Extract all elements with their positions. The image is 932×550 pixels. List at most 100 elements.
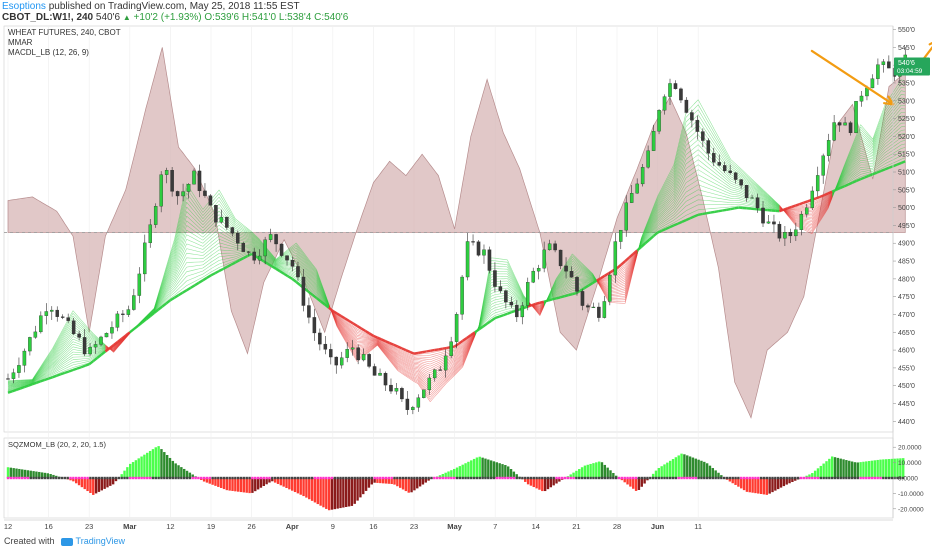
ribbon-segment	[799, 205, 804, 208]
ribbon-segment	[89, 354, 94, 357]
ribbon-segment	[227, 231, 232, 235]
ribbon-segment	[624, 265, 630, 273]
ribbon-segment	[495, 306, 500, 308]
ribbon-segment	[401, 352, 407, 355]
ribbon-segment	[815, 211, 821, 217]
ribbon-segment	[600, 278, 605, 281]
ribbon-segment	[848, 164, 853, 171]
ribbon-segment	[901, 136, 906, 138]
ribbon-segment	[657, 210, 662, 216]
ribbon-segment	[312, 282, 317, 288]
ribbon-segment	[844, 167, 849, 175]
ribbon-segment	[815, 204, 821, 208]
ribbon-segment	[864, 141, 869, 146]
ribbon-segment	[202, 258, 208, 263]
ribbon-segment	[620, 279, 626, 282]
ribbon-segment	[40, 365, 45, 371]
ribbon-segment	[287, 251, 293, 255]
publish-line: Esoptions published on TradingView.com, …	[2, 1, 300, 12]
ribbon-segment	[271, 263, 277, 268]
ribbon-segment	[12, 382, 17, 385]
ribbon-segment	[742, 175, 748, 180]
ribbon-segment	[507, 287, 512, 292]
ribbon-segment	[336, 324, 342, 331]
ribbon-segment	[564, 291, 569, 294]
ribbon-segment	[669, 175, 675, 183]
ribbon-segment	[580, 285, 585, 289]
symbol-label[interactable]: CBOT_DL:W1!, 240	[2, 12, 94, 23]
ribbon-segment	[206, 265, 212, 269]
ribbon-segment	[292, 271, 297, 274]
ribbon-segment	[284, 266, 289, 268]
ribbon-segment	[698, 149, 703, 154]
symbol-line: CBOT_DL:W1!, 240 540'6 ▲ +10'2 (+1.93%) …	[2, 12, 348, 23]
ribbon-segment	[856, 160, 861, 166]
ribbon-segment	[308, 288, 313, 293]
ribbon-segment	[352, 339, 358, 345]
ribbon-segment	[194, 254, 199, 256]
ribbon-segment	[693, 159, 699, 163]
ribbon-segment	[166, 289, 171, 296]
ribbon-segment	[559, 270, 565, 276]
ribbon-segment	[892, 116, 898, 122]
ribbon-segment	[373, 343, 378, 347]
ribbon-segment	[665, 189, 671, 196]
ribbon-segment	[811, 210, 817, 215]
ribbon-segment	[64, 327, 70, 335]
ribbon-segment	[352, 328, 358, 333]
ribbon-segment	[677, 193, 683, 201]
ribbon-segment	[665, 210, 670, 215]
ribbon-segment	[421, 371, 427, 375]
ribbon-segment	[876, 125, 882, 136]
ribbon-segment	[535, 308, 541, 313]
ribbon-segment	[393, 347, 398, 350]
ribbon-segment	[564, 285, 569, 289]
ribbon-segment	[16, 383, 21, 386]
ribbon-segment	[239, 256, 244, 259]
author-link[interactable]: Esoptions	[2, 1, 46, 12]
ribbon-segment	[251, 237, 256, 242]
ribbon-segment	[20, 385, 25, 387]
ribbon-segment	[681, 145, 687, 159]
ribbon-segment	[482, 316, 488, 323]
ribbon-segment	[255, 241, 260, 246]
ribbon-segment	[430, 360, 435, 363]
ribbon-segment	[507, 308, 512, 310]
chart-canvas[interactable]: 550'0545'0540'0535'0530'0525'0520'0515'0…	[0, 24, 932, 534]
ribbon-segment	[612, 286, 618, 288]
ribbon-segment	[677, 173, 683, 185]
ribbon-segment	[231, 254, 236, 256]
ribbon-segment	[714, 168, 719, 173]
ribbon-segment	[381, 341, 386, 346]
ribbon-segment	[754, 181, 760, 187]
ribbon-segment	[876, 139, 882, 148]
ribbon-segment	[665, 215, 670, 219]
ribbon-segment	[72, 343, 78, 346]
ribbon-segment	[361, 349, 366, 353]
ribbon-segment	[499, 310, 504, 312]
ribbon-segment	[312, 277, 317, 283]
ribbon-segment	[68, 333, 74, 340]
ribbon-segment	[80, 321, 86, 327]
ribbon-segment	[40, 373, 45, 377]
ribbon-segment	[750, 189, 756, 193]
ribbon-segment	[714, 140, 719, 147]
ribbon-segment	[251, 245, 256, 250]
ribbon-segment	[616, 279, 622, 283]
ribbon-segment	[515, 294, 520, 299]
ribbon-segment	[458, 342, 463, 347]
ribbon-segment	[726, 186, 731, 190]
ribbon-segment	[304, 268, 309, 274]
ribbon-segment	[40, 362, 45, 369]
ribbon-segment	[791, 213, 796, 216]
ribbon-segment	[714, 129, 719, 138]
ribbon-segment	[600, 281, 605, 284]
ribbon-segment	[665, 196, 671, 202]
ribbon-segment	[243, 229, 248, 233]
ribbon-segment	[397, 357, 402, 361]
ribbon-segment	[726, 151, 731, 160]
ribbon-segment	[251, 244, 256, 249]
ribbon-segment	[588, 272, 593, 276]
ribbon-segment	[336, 324, 342, 332]
ribbon-segment	[389, 354, 394, 359]
